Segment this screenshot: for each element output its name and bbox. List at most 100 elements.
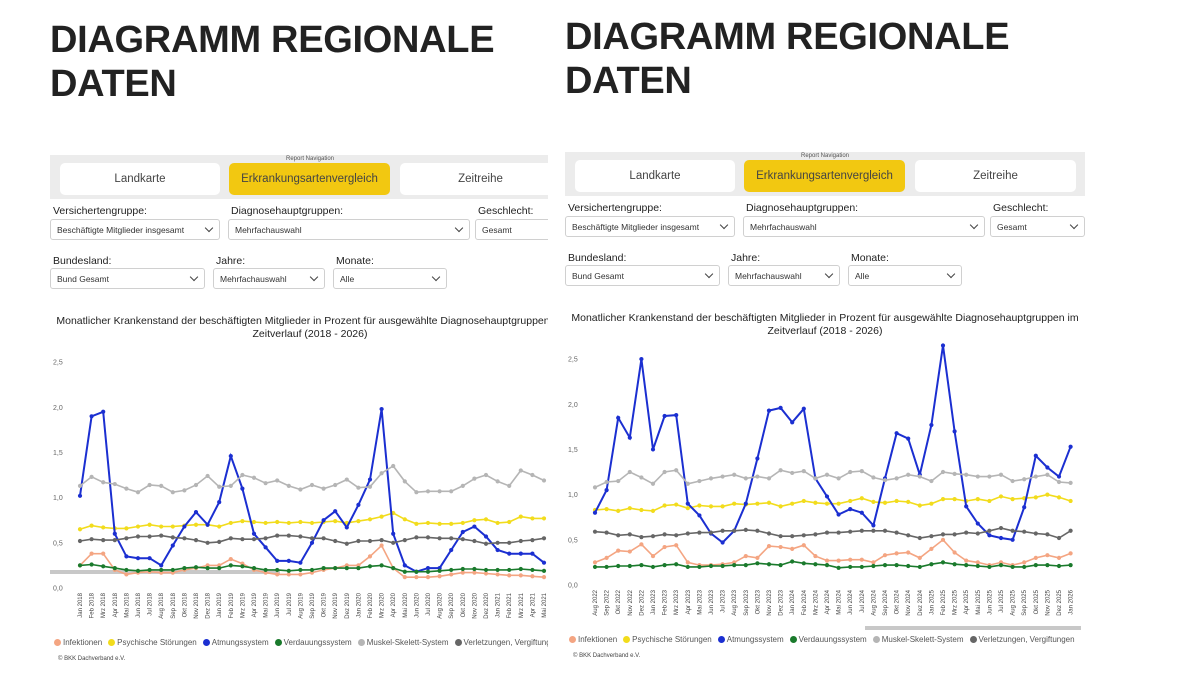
- data-point: [998, 563, 1004, 568]
- filter-label: Monate:: [851, 252, 889, 264]
- data-point: [964, 504, 969, 509]
- nav-button[interactable]: Erkrankungsartenvergleich: [229, 163, 390, 195]
- nav-button[interactable]: Zeitreihe: [400, 163, 548, 195]
- filter-dropdown[interactable]: Mehrfachauswahl: [213, 268, 325, 289]
- x-tick-label: Nov 2018: [194, 592, 200, 618]
- data-point: [460, 520, 465, 526]
- legend-item[interactable]: Atmungssystem: [202, 638, 269, 647]
- filter-dropdown[interactable]: Mehrfachauswahl: [228, 219, 470, 240]
- nav-button[interactable]: Zeitreihe: [915, 160, 1076, 192]
- legend-item[interactable]: Verletzungen, Vergiftungen: [454, 638, 548, 647]
- data-point: [275, 558, 280, 563]
- x-tick-label: Apr 2018: [113, 592, 119, 617]
- legend-item[interactable]: Infektionen: [569, 635, 617, 644]
- filter-dropdown[interactable]: Bund Gesamt: [50, 268, 205, 289]
- legend-swatch: [274, 639, 282, 646]
- data-point: [720, 528, 725, 533]
- x-tick-label: Mai 2021: [542, 592, 548, 617]
- data-point: [472, 566, 477, 572]
- data-point: [205, 540, 210, 545]
- data-point: [813, 553, 818, 559]
- data-point: [859, 557, 864, 562]
- data-point: [906, 436, 911, 441]
- data-point: [674, 502, 679, 507]
- legend: Infektionen Psychische Störungen Atmungssy…: [54, 638, 548, 647]
- filter-dropdown[interactable]: Bund Gesamt: [565, 265, 720, 286]
- filter-dropdown[interactable]: Gesamt: [475, 219, 548, 240]
- data-point: [592, 564, 598, 570]
- data-point: [1068, 551, 1073, 556]
- data-point: [940, 532, 946, 537]
- filter-label: Geschlecht:: [993, 202, 1049, 214]
- filter-dropdown[interactable]: Beschäftigte Mitglieder insgesamt: [50, 219, 220, 240]
- nav-button[interactable]: Landkarte: [575, 160, 735, 192]
- data-point: [882, 500, 888, 505]
- data-point: [1033, 563, 1038, 568]
- y-tick-label: 1,5: [53, 450, 63, 457]
- filter-dropdown[interactable]: Alle: [848, 265, 962, 286]
- data-point: [906, 550, 911, 555]
- data-point: [743, 563, 748, 568]
- data-point: [101, 409, 106, 414]
- legend-item[interactable]: Atmungssystem: [717, 635, 784, 644]
- data-point: [616, 548, 621, 553]
- x-tick-label: Mrz 2019: [240, 592, 246, 618]
- data-point: [147, 482, 152, 488]
- data-point: [147, 534, 152, 539]
- data-point: [836, 501, 841, 506]
- nav-button[interactable]: Landkarte: [60, 163, 220, 195]
- nav-button[interactable]: Erkrankungsartenvergleich: [744, 160, 905, 192]
- data-point: [1010, 528, 1015, 533]
- data-point: [170, 490, 175, 495]
- legend-item[interactable]: Verletzungen, Vergiftungen: [969, 635, 1075, 644]
- data-point: [998, 472, 1004, 477]
- data-point: [616, 563, 621, 569]
- legend-item[interactable]: Verdauungssystem: [274, 638, 352, 647]
- data-point: [367, 484, 373, 489]
- data-point: [662, 503, 667, 508]
- data-point: [906, 472, 911, 477]
- legend-item[interactable]: Psychische Störungen: [108, 638, 197, 647]
- x-tick-label: Dez 2019: [345, 592, 351, 618]
- filter-dropdown[interactable]: Gesamt: [990, 216, 1085, 237]
- data-point: [541, 575, 547, 580]
- data-point: [298, 519, 303, 525]
- data-point: [616, 508, 621, 513]
- data-point: [402, 569, 407, 574]
- filter-dropdown[interactable]: Mehrfachauswahl: [728, 265, 840, 286]
- data-point: [298, 534, 303, 539]
- data-point: [708, 530, 714, 535]
- data-point: [871, 499, 876, 504]
- x-tick-label: Jun 2023: [709, 589, 715, 614]
- x-tick-label: Jan 2023: [651, 589, 657, 614]
- data-point: [240, 519, 245, 524]
- legend-item[interactable]: Muskel-Skelett-System: [872, 635, 964, 644]
- data-point: [662, 563, 667, 568]
- legend-item[interactable]: Verdauungssystem: [789, 635, 867, 644]
- x-tick-label: Dez 2024: [918, 589, 924, 615]
- data-point: [530, 551, 535, 556]
- data-point: [124, 526, 129, 531]
- data-point: [674, 562, 679, 567]
- report-panel: DIAGRAMM REGIONALE DATEN Report Navigatio…: [50, 18, 548, 678]
- x-tick-label: Sep 2022: [605, 589, 611, 615]
- legend-label: Infektionen: [578, 635, 618, 644]
- filter-dropdown[interactable]: Beschäftigte Mitglieder insgesamt: [565, 216, 735, 237]
- legend-item[interactable]: Muskel-Skelett-System: [357, 638, 449, 647]
- data-point: [755, 501, 760, 506]
- filter-dropdown[interactable]: Mehrfachauswahl: [743, 216, 985, 237]
- legend-swatch: [202, 639, 210, 646]
- x-tick-label: Feb 2019: [229, 592, 235, 618]
- filter-label: Versichertengruppe:: [568, 202, 662, 214]
- series-line: [79, 408, 545, 573]
- data-point: [604, 555, 609, 560]
- filter-dropdown[interactable]: Alle: [333, 268, 447, 289]
- legend-item[interactable]: Psychische Störungen: [623, 635, 712, 644]
- data-point: [790, 559, 795, 564]
- data-point: [685, 560, 690, 565]
- data-point: [1045, 492, 1050, 497]
- data-point: [507, 573, 512, 578]
- legend-item[interactable]: Infektionen: [54, 638, 102, 647]
- data-point: [437, 489, 442, 494]
